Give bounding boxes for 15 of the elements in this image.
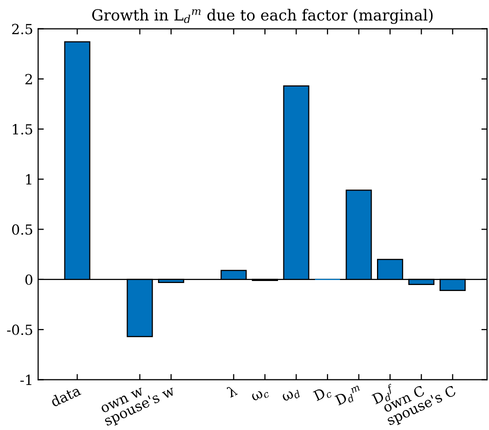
x-tick-label: D$_{d}$$^{m}$ <box>334 385 364 408</box>
y-tick-label: 0.5 <box>12 224 32 235</box>
x-tick-label: λ <box>226 384 238 398</box>
y-tick-label: 2.5 <box>12 24 32 34</box>
x-tick-label: D$_{c}$ <box>312 385 332 404</box>
chart-title: Growth in L$_{d}$$^{m}$ due to each factor (marginal) <box>92 8 433 24</box>
y-tick-label: 1.5 <box>12 124 32 135</box>
x-tick-label: data <box>50 384 82 408</box>
y-tick-label: 2 <box>25 74 32 84</box>
x-tick-label: ω$_{d}$ <box>282 388 301 404</box>
y-tick-label: 1 <box>26 174 32 184</box>
y-tick-label: -1 <box>20 374 32 385</box>
y-tick-label: -0.5 <box>7 324 32 336</box>
x-tick-label: ω$_{c}$ <box>251 388 270 404</box>
y-tick-label: 0 <box>25 274 32 285</box>
